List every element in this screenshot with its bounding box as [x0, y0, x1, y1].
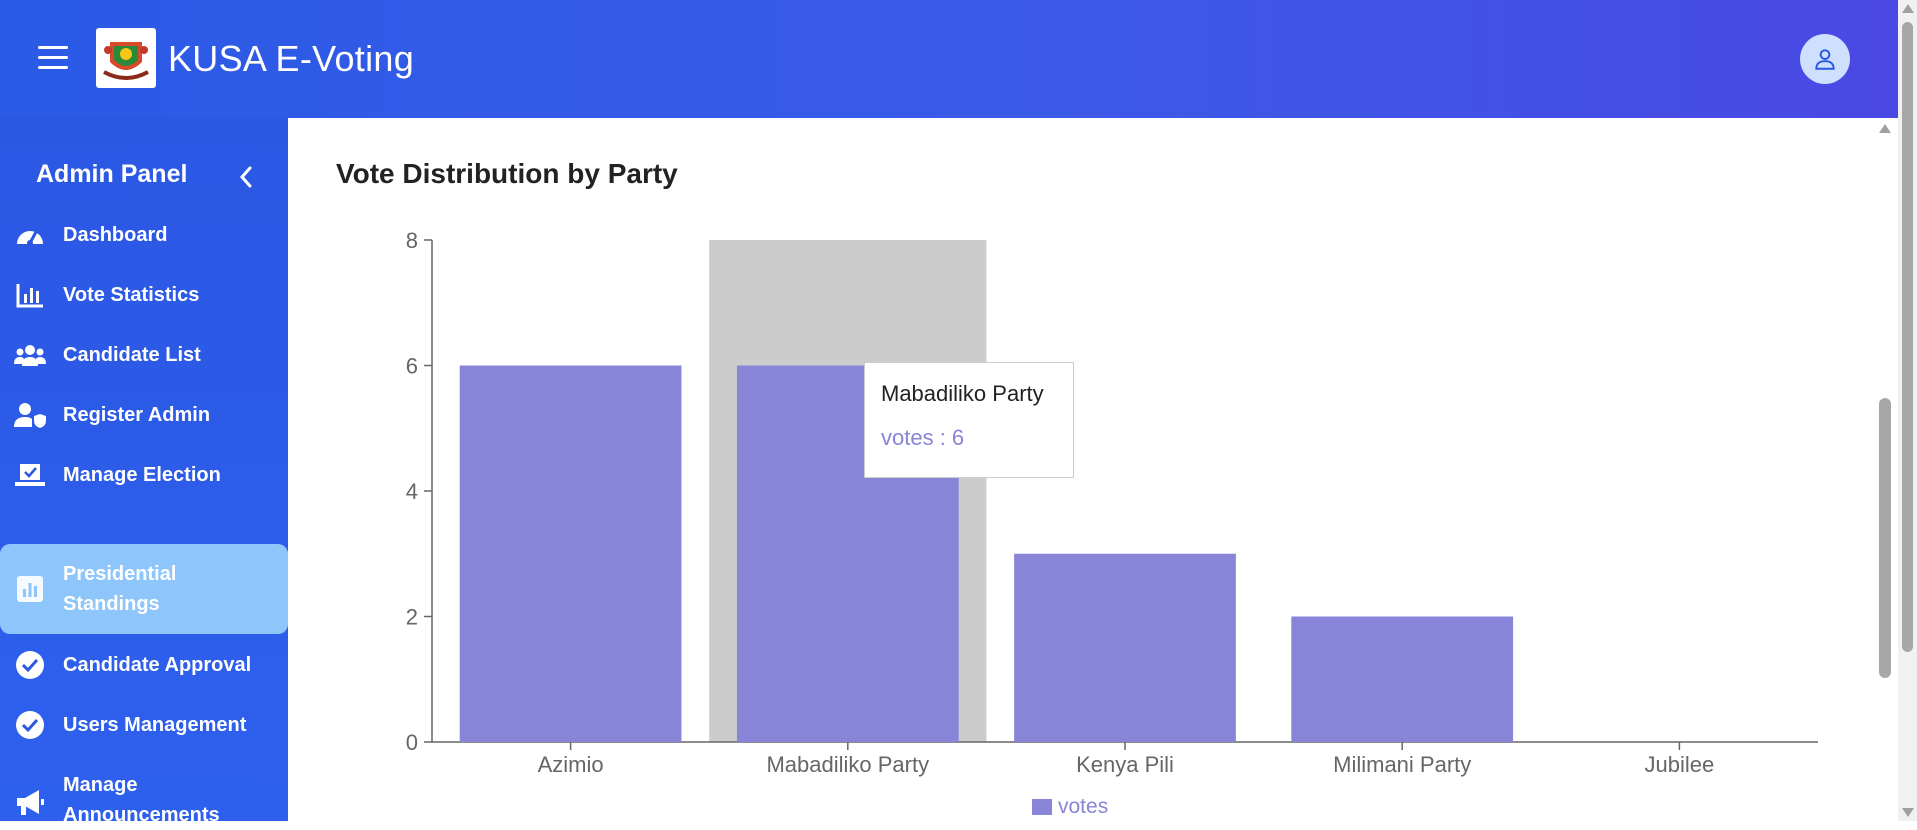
tooltip-value: votes : 6 [881, 425, 965, 450]
bar-kenya-pili [1014, 553, 1236, 742]
megaphone-icon [14, 786, 46, 818]
sidebar-item-label: Users Management [63, 714, 247, 736]
sidebar-item-label: Presidential Standings [63, 563, 177, 615]
y-tick-label: 4 [406, 479, 418, 504]
hamburger-menu-icon[interactable] [38, 46, 68, 70]
y-tick-label: 0 [406, 730, 418, 755]
sidebar-item-vote-statistics[interactable]: Vote Statistics [0, 266, 288, 324]
sidebar-item-label: Register Admin [63, 404, 211, 426]
sidebar: Admin Panel Dashboard Vote Statistics Ca… [0, 118, 288, 826]
x-tick-label: Azimio [538, 752, 604, 777]
bar-azimio [459, 365, 682, 742]
scroll-up-arrow-icon[interactable] [1902, 4, 1914, 13]
chart-title: Vote Distribution by Party [336, 158, 678, 189]
page-scrollbar[interactable] [1898, 0, 1917, 821]
sidebar-item-label: Vote Statistics [63, 284, 200, 306]
app-title: KUSA E-Voting [168, 38, 415, 79]
sidebar-title: Admin Panel [36, 160, 188, 188]
sidebar-item-dashboard[interactable]: Dashboard [0, 206, 288, 264]
sidebar-item-label: Dashboard [63, 224, 168, 246]
x-tick-label: Milimani Party [1333, 752, 1471, 777]
bar-chart-icon [14, 279, 46, 311]
chart-tooltip: Mabadiliko Party votes : 6 [864, 362, 1074, 478]
scroll-down-arrow-icon[interactable] [1902, 808, 1914, 817]
chart-square-icon [14, 573, 46, 605]
users-group-icon [14, 339, 46, 371]
user-shield-icon [14, 399, 46, 431]
legend-swatch [1032, 799, 1052, 815]
chevron-left-icon[interactable] [234, 162, 258, 192]
sidebar-item-manage-election[interactable]: Manage Election [0, 446, 288, 504]
bar-milimani-party [1291, 616, 1514, 742]
top-app-bar: KUSA E-Voting [0, 0, 1898, 118]
check-circle-icon [14, 649, 46, 681]
sidebar-item-label: Manage Election [63, 464, 221, 486]
x-tick-label: Jubilee [1645, 752, 1715, 777]
x-tick-label: Kenya Pili [1076, 752, 1174, 777]
y-tick-label: 8 [406, 228, 418, 253]
y-tick-label: 2 [406, 605, 418, 630]
bar-chart: 0 2 4 6 8 Azimio Mabadiliko Party Kenya Pili Mil… [406, 228, 1818, 777]
sidebar-item-register-admin[interactable]: Register Admin [0, 386, 288, 444]
content-scrollbar[interactable] [1876, 118, 1894, 821]
sidebar-item-candidate-approval[interactable]: Candidate Approval [0, 636, 288, 694]
sidebar-item-presidential-standings[interactable]: Presidential Standings [0, 544, 288, 634]
sidebar-item-label: Candidate List [63, 344, 201, 366]
page-scrollbar-thumb[interactable] [1902, 22, 1913, 652]
sidebar-item-label: Candidate Approval [63, 654, 252, 676]
crest-logo-icon [96, 28, 156, 88]
ballot-box-icon [14, 459, 46, 491]
check-circle-icon [14, 709, 46, 741]
sidebar-item-users-management[interactable]: Users Management [0, 696, 288, 754]
tooltip-category: Mabadiliko Party [881, 381, 1044, 406]
sidebar-item-candidate-list[interactable]: Candidate List [0, 326, 288, 384]
user-avatar-icon[interactable] [1800, 34, 1850, 84]
scroll-up-arrow-icon[interactable] [1879, 124, 1891, 133]
dashboard-gauge-icon [14, 219, 46, 251]
y-tick-label: 6 [406, 354, 418, 379]
legend-label: votes [1058, 795, 1109, 818]
content-scrollbar-thumb[interactable] [1879, 398, 1891, 678]
chart-legend[interactable]: votes [1032, 795, 1108, 819]
x-tick-label: Mabadiliko Party [766, 752, 929, 777]
